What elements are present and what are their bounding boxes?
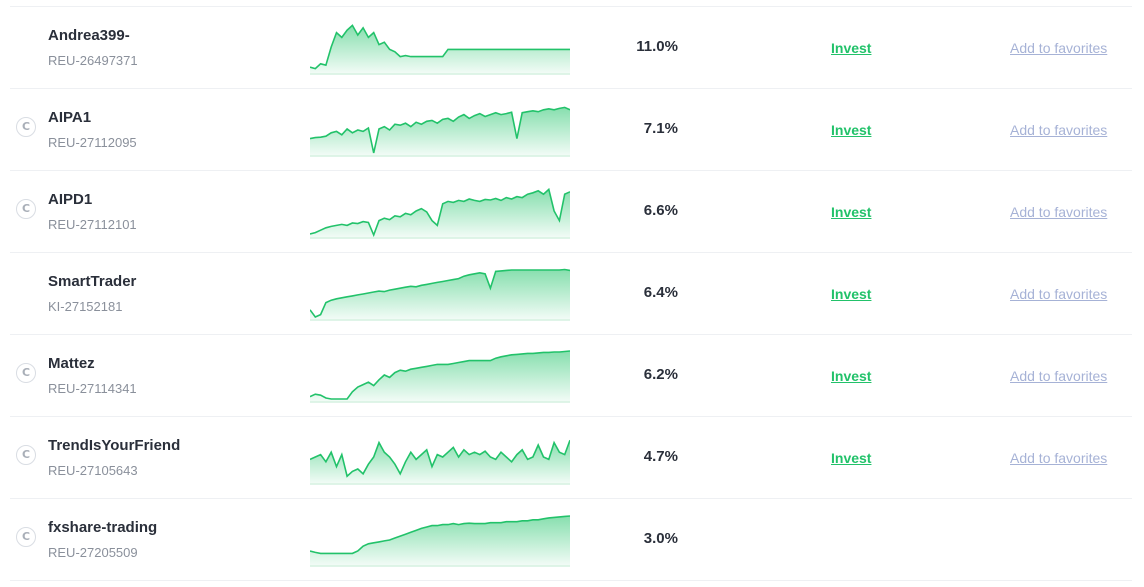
copy-badge-icon: С <box>16 117 36 137</box>
copy-badge-icon: С <box>16 199 36 219</box>
sparkline-line <box>310 515 570 555</box>
return-percent: 4.7% <box>643 448 678 465</box>
return-percent: 3.0% <box>643 530 678 547</box>
trader-name[interactable]: Mattez <box>48 355 95 372</box>
trader-name[interactable]: TrendIsYourFriend <box>48 437 181 454</box>
return-percent: 7.1% <box>643 120 678 137</box>
invest-link[interactable]: Invest <box>831 40 872 56</box>
copy-badge-icon: С <box>16 527 36 547</box>
return-percent: 6.6% <box>643 202 678 219</box>
add-to-favorites-link[interactable]: Add to favorites <box>1010 204 1108 220</box>
sparkline-line <box>310 439 570 478</box>
add-to-favorites-link[interactable]: Add to favorites <box>1010 122 1108 138</box>
sparkline-area <box>310 189 570 239</box>
trader-row[interactable]: С AIPD1 REU-27112101 6.6% Invest Add to favor… <box>10 171 1132 253</box>
trader-account-id: KI-27152181 <box>48 299 123 314</box>
performance-sparkline <box>310 24 570 75</box>
add-to-favorites-link[interactable]: Add to favorites <box>1010 450 1108 466</box>
trader-name[interactable]: fxshare-trading <box>48 519 158 536</box>
sparkline-area <box>310 516 570 567</box>
sparkline-area <box>310 351 570 403</box>
performance-sparkline <box>310 187 570 239</box>
performance-sparkline <box>310 439 570 485</box>
sparkline-line <box>310 350 570 400</box>
sparkline-area <box>310 269 570 321</box>
sparkline-area <box>310 440 570 485</box>
invest-link[interactable]: Invest <box>831 286 872 302</box>
trader-row[interactable]: SmartTrader KI-27152181 6.4% Invest Add to f… <box>10 253 1132 335</box>
sparkline-line <box>310 24 570 70</box>
return-percent: 6.4% <box>643 284 678 301</box>
sparkline-area <box>310 25 570 75</box>
add-to-favorites-link[interactable]: Add to favorites <box>1010 40 1108 56</box>
performance-sparkline <box>310 268 570 321</box>
performance-sparkline <box>310 350 570 403</box>
trader-row[interactable]: Andrea399- REU-26497371 11.0% Invest Add to … <box>10 7 1132 89</box>
return-percent: 6.2% <box>643 366 678 383</box>
trader-name[interactable]: SmartTrader <box>48 273 137 290</box>
trader-account-id: REU-27114341 <box>48 381 137 396</box>
trader-account-id: REU-27105643 <box>48 463 138 478</box>
invest-link[interactable]: Invest <box>831 450 872 466</box>
performance-sparkline <box>310 106 570 157</box>
sparkline-line <box>310 268 570 318</box>
trader-row[interactable]: С AIPA1 REU-27112095 7.1% Invest Add to favor… <box>10 89 1132 171</box>
trader-name[interactable]: AIPD1 <box>48 191 93 208</box>
add-to-favorites-link[interactable]: Add to favorites <box>1010 286 1108 302</box>
sparkline-line <box>310 106 570 154</box>
trader-list: Andrea399- REU-26497371 11.0% Invest Add to … <box>10 6 1132 581</box>
sparkline-line <box>310 187 570 238</box>
trader-account-id: REU-27112101 <box>48 217 137 232</box>
performance-sparkline <box>310 515 570 567</box>
copy-badge-icon: С <box>16 445 36 465</box>
trader-row[interactable]: С Mattez REU-27114341 6.2% Invest Add to favo… <box>10 335 1132 417</box>
trader-account-id: REU-27205509 <box>48 545 138 560</box>
copy-badge-icon: С <box>16 363 36 383</box>
trader-account-id: REU-27112095 <box>48 135 137 150</box>
invest-link[interactable]: Invest <box>831 122 872 138</box>
invest-link[interactable]: Invest <box>831 204 872 220</box>
invest-link[interactable]: Invest <box>831 368 872 384</box>
trader-name[interactable]: AIPA1 <box>48 109 92 126</box>
trader-name[interactable]: Andrea399- <box>48 27 130 44</box>
sparkline-area <box>310 107 570 157</box>
add-to-favorites-link[interactable]: Add to favorites <box>1010 368 1108 384</box>
return-percent: 11.0% <box>636 38 678 55</box>
trader-account-id: REU-26497371 <box>48 53 138 68</box>
trader-row[interactable]: С TrendIsYourFriend REU-27105643 4.7% Invest… <box>10 417 1132 499</box>
